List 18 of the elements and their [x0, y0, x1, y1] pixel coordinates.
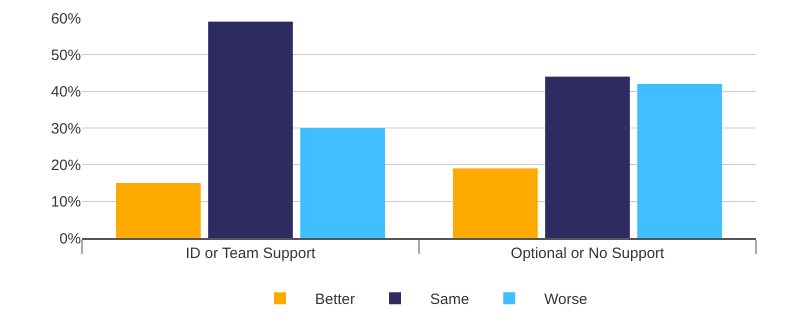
legend-label: Better: [315, 291, 356, 308]
bar: [545, 76, 630, 238]
legend-label: Same: [430, 291, 470, 308]
bar: [453, 168, 538, 238]
bar: [300, 128, 385, 238]
x-tick-label: ID or Team Support: [186, 244, 316, 262]
y-tick-label: 20%: [50, 156, 81, 174]
y-tick-label: 60%: [50, 10, 81, 28]
x-tick-label: Optional or No Support: [510, 244, 666, 262]
y-tick-label: 40%: [50, 84, 81, 101]
y-tick-label: 30%: [50, 120, 81, 138]
bar: [116, 183, 201, 238]
legend-label: Worse: [544, 291, 588, 308]
y-tick-label: 10%: [50, 194, 81, 211]
bar: [208, 22, 293, 238]
y-tick-label: 50%: [50, 46, 81, 64]
y-tick-label: 0%: [59, 230, 81, 248]
bar: [637, 84, 722, 238]
